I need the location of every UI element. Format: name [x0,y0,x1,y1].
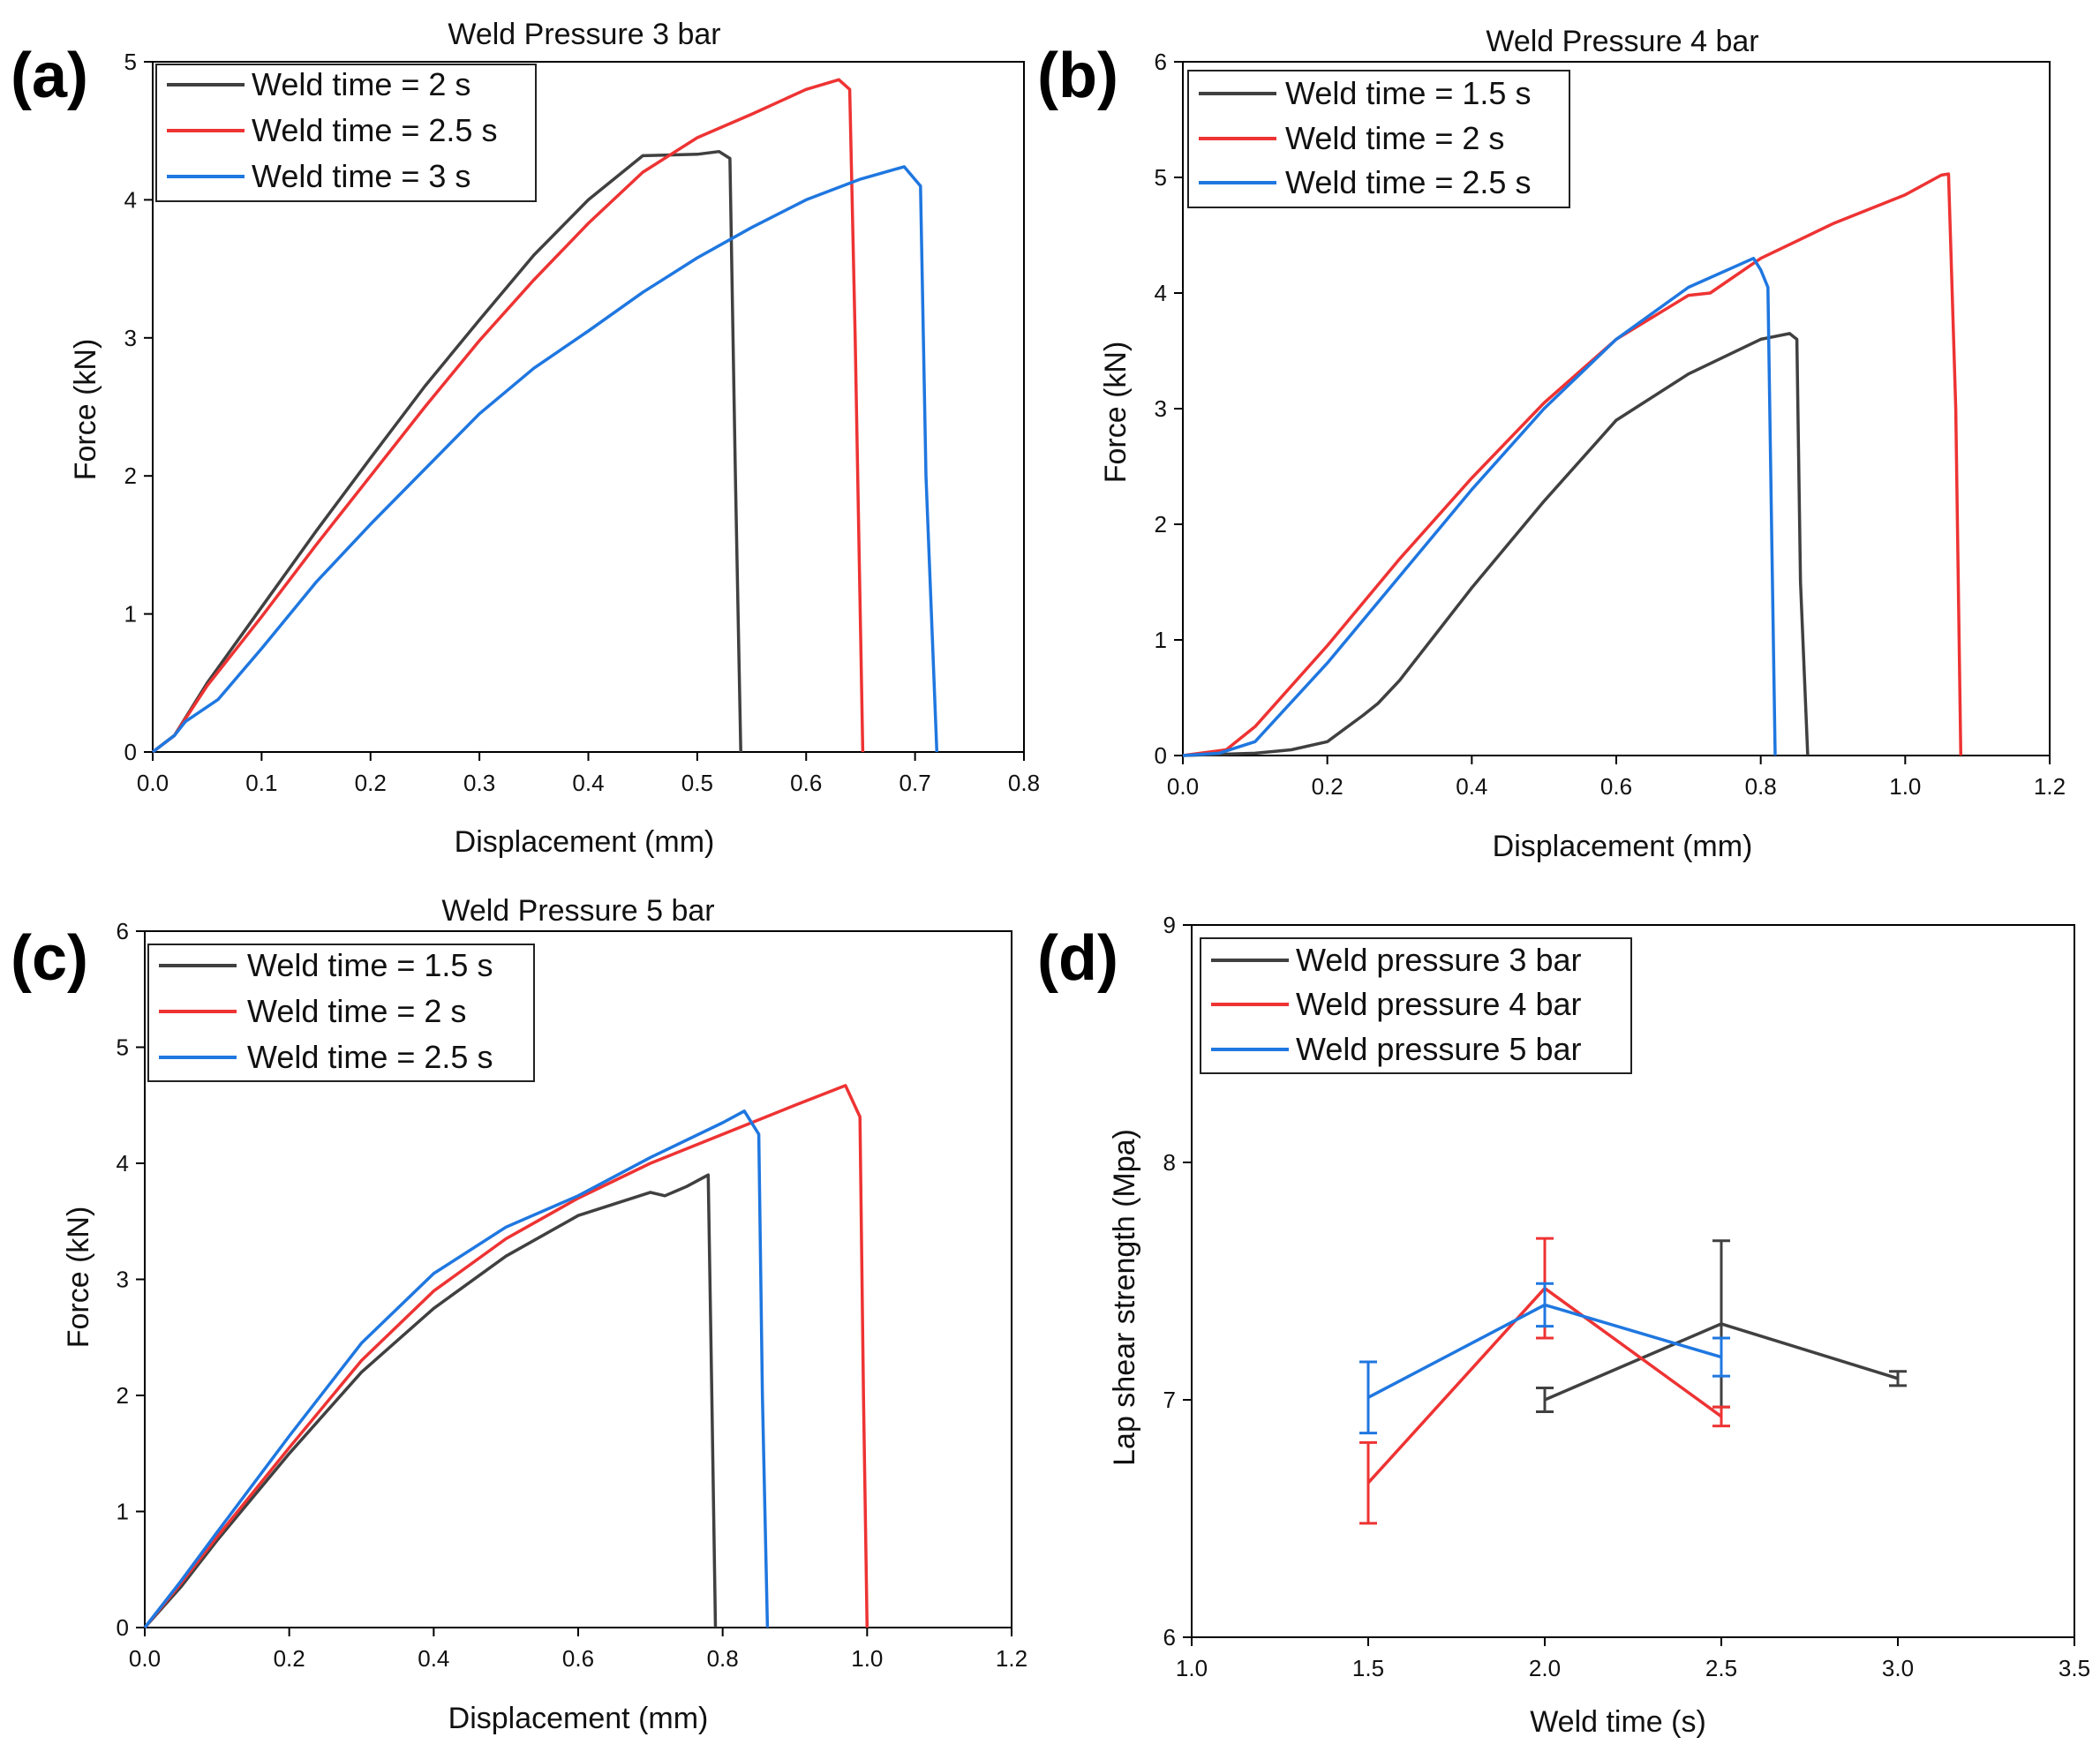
panel-c-ytick-label: 6 [117,918,129,944]
panel-b-xlabel: Displacement (mm) [1493,830,1753,863]
panel-a-xtick-label: 0.3 [463,770,495,796]
panel-c-xtick-label: 0.8 [707,1645,739,1672]
panel-c-ylabel: Force (kN) [62,1207,95,1349]
panel-a-series-3-line [151,165,939,754]
panel-c-series-2-line [143,1084,869,1629]
panel-b-ytick-label: 0 [1155,742,1167,769]
panel-d-ylabel: Lap shear strength (Mpa) [1108,1129,1141,1466]
panel-b-xtick-label: 1.0 [1889,773,1921,800]
legend-a-label-2: Weld time = 2.5 s [252,112,497,148]
panel-c-xlabel: Displacement (mm) [448,1702,709,1735]
legend-d-label-2: Weld pressure 4 bar [1296,986,1582,1022]
panel-a-ytick-label: 4 [124,186,137,213]
legend-d-label-1: Weld pressure 3 bar [1296,942,1582,978]
panel-a-xtick-label: 0.7 [899,770,931,796]
panel-b-series-1-line [1182,332,1810,757]
panel-b-title: Weld Pressure 4 bar [1486,25,1758,58]
panel-c-xtick-label: 1.0 [851,1645,883,1672]
panel-c-title: Weld Pressure 5 bar [441,894,714,928]
panel-a-series-1-line [151,149,742,754]
panel-c-xtick-label: 0.4 [418,1645,449,1672]
panel-b-xtick-label: 0.6 [1600,773,1632,800]
panel-c: (c) Weld Pressure 5 bar Displacement (mm… [11,894,1027,1735]
panel-a: (a) Weld Pressure 3 bar Displacement (mm… [11,18,1040,859]
panel-a-ytick-label: 3 [124,325,137,351]
panel-d-xtick-label: 1.5 [1352,1655,1384,1681]
panel-a-title: Weld Pressure 3 bar [448,18,720,51]
panel-b-ytick-label: 4 [1155,280,1167,306]
panel-label-d: (d) [1037,923,1118,994]
panel-a-ytick-label: 5 [124,49,137,75]
panel-label-a: (a) [11,41,88,111]
panel-a-ylabel: Force (kN) [69,339,102,481]
legend-c-label-1: Weld time = 1.5 s [247,947,493,983]
panel-b-series-2-line [1182,172,1963,757]
panel-d-xtick-label: 3.0 [1882,1655,1914,1681]
panel-b-xtick-label: 0.8 [1745,773,1777,800]
legend-a-label-1: Weld time = 2 s [252,66,470,102]
panel-b-series-3-line [1182,256,1777,757]
panel-c-xtick-label: 0.2 [274,1645,305,1672]
panel-b-ytick-label: 6 [1155,49,1167,75]
panel-a-xtick-label: 0.8 [1008,770,1040,796]
panel-a-xtick-label: 0.5 [681,770,713,796]
panel-d-xlabel: Weld time (s) [1530,1705,1706,1739]
legend-a-label-3: Weld time = 3 s [252,158,470,194]
legend-b-label-1: Weld time = 1.5 s [1285,75,1531,111]
panel-a-series-2-line [151,78,865,754]
panel-b-xtick-label: 0.0 [1167,773,1199,800]
panel-a-xtick-label: 0.1 [245,770,277,796]
panel-c-series-3-line [143,1109,770,1629]
panel-a-xtick-label: 0.6 [790,770,822,796]
panel-a-xtick-label: 0.2 [355,770,387,796]
panel-b: (b) Weld Pressure 4 bar Displacement (mm… [1037,25,2066,863]
panel-b-xtick-label: 0.2 [1312,773,1344,800]
panel-a-ytick-label: 1 [124,601,137,628]
panel-c-xtick-label: 0.6 [562,1645,594,1672]
panel-d-ytick-label: 9 [1163,912,1176,938]
panel-a-ytick-label: 2 [124,462,137,489]
panel-d-ytick-label: 6 [1163,1624,1176,1650]
panel-b-ytick-label: 1 [1155,627,1167,653]
panel-b-xtick-label: 1.2 [2034,773,2066,800]
legend-d-label-3: Weld pressure 5 bar [1296,1031,1582,1067]
panel-d-xtick-label: 3.5 [2059,1655,2090,1681]
legend-c-label-2: Weld time = 2 s [247,993,466,1029]
panel-d-axes-frame [1191,924,2075,1638]
panel-c-ytick-label: 2 [117,1382,129,1409]
panel-d: (d) Weld time (s) Lap shear strength (Mp… [1037,912,2090,1739]
panel-b-ytick-label: 3 [1155,395,1167,422]
panel-c-xtick-label: 0.0 [129,1645,161,1672]
panel-c-ytick-label: 3 [117,1267,129,1293]
panel-a-xlabel: Displacement (mm) [455,825,715,859]
panel-b-xtick-label: 0.4 [1456,773,1487,800]
panel-d-ytick-label: 8 [1163,1149,1176,1176]
panel-label-c: (c) [11,923,88,994]
panel-c-ytick-label: 5 [117,1034,129,1061]
panel-b-ytick-label: 2 [1155,511,1167,538]
panel-a-xtick-label: 0.0 [137,770,169,796]
panel-c-series-1-line [143,1173,718,1629]
panel-label-b: (b) [1037,41,1118,111]
panel-d-xtick-label: 2.0 [1529,1655,1561,1681]
panel-d-ytick-label: 7 [1163,1387,1176,1413]
panel-d-xtick-label: 2.5 [1705,1655,1737,1681]
panel-c-ytick-label: 4 [117,1150,129,1177]
legend-c-label-3: Weld time = 2.5 s [247,1039,493,1075]
panel-c-ytick-label: 1 [117,1499,129,1525]
panel-a-ytick-label: 0 [124,739,137,765]
panel-a-xtick-label: 0.4 [572,770,604,796]
panel-b-ytick-label: 5 [1155,164,1167,191]
legend-a-box [155,64,537,202]
panel-c-xtick-label: 1.2 [996,1645,1027,1672]
panel-d-xtick-label: 1.0 [1176,1655,1208,1681]
panel-c-ytick-label: 0 [117,1614,129,1641]
panel-b-ylabel: Force (kN) [1099,342,1133,484]
legend-b-label-2: Weld time = 2 s [1285,120,1504,156]
legend-b-label-3: Weld time = 2.5 s [1285,164,1531,200]
